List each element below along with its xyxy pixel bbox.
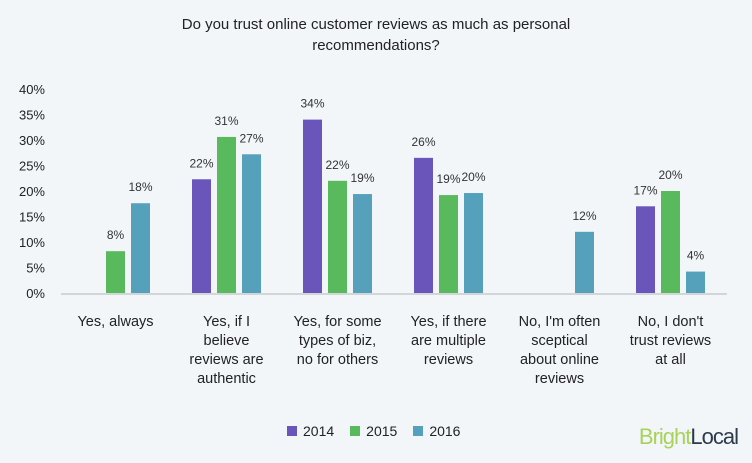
category-label: no for others (297, 352, 378, 368)
bar-2016 (464, 193, 483, 293)
category-label: No, I'm often (519, 314, 601, 330)
y-tick-label: 25% (19, 159, 45, 174)
category-label: Yes, if there (410, 314, 486, 330)
data-label: 12% (572, 209, 596, 223)
bar-2015 (217, 136, 236, 293)
category-label: trust reviews (630, 333, 711, 349)
category-label: reviews (424, 352, 473, 368)
legend: 2014 2015 2016 (287, 423, 460, 439)
y-tick-label: 15% (19, 210, 45, 225)
chart-title-line-1: Do you trust online customer reviews as … (181, 16, 571, 33)
bar-2015 (328, 180, 347, 293)
y-tick-label: 0% (26, 286, 45, 301)
legend-item-2015: 2015 (350, 423, 397, 439)
category-label: about online (520, 352, 599, 368)
category-label: Yes, for some (293, 314, 381, 330)
legend-item-2014: 2014 (287, 423, 334, 439)
y-tick-label: 10% (19, 235, 45, 250)
bar-2014 (303, 119, 322, 293)
logo-part-2: Local (690, 424, 739, 449)
legend-swatch (287, 426, 297, 436)
bar-2016 (353, 194, 372, 293)
data-label: 34% (300, 97, 324, 111)
legend-label: 2015 (366, 423, 398, 439)
data-label: 27% (239, 131, 263, 145)
category-label: reviews (535, 371, 584, 387)
category-label: reviews are (189, 352, 263, 368)
brightlocal-logo: BrightLocal (638, 424, 739, 450)
logo-part-1: Bright (638, 424, 691, 449)
bar-2015 (439, 195, 458, 293)
bar-2016 (242, 154, 261, 293)
data-label: 19% (436, 172, 460, 186)
data-label: 19% (350, 171, 374, 185)
data-label: 22% (189, 156, 213, 170)
bar-2014 (192, 179, 211, 293)
legend-swatch (413, 426, 424, 436)
chart-title-line-2: recommendations? (312, 37, 440, 54)
data-label: 31% (214, 114, 238, 128)
y-tick-label: 35% (19, 108, 45, 123)
data-label: 18% (128, 180, 152, 194)
bar-2016 (575, 231, 594, 293)
legend-label: 2014 (303, 423, 335, 439)
bar-2014 (414, 157, 433, 293)
legend-item-2016: 2016 (413, 423, 460, 439)
legend-swatch (350, 426, 361, 436)
category-label: at all (655, 352, 686, 368)
category-label: Yes, always (77, 314, 153, 330)
y-tick-label: 30% (19, 133, 45, 148)
bar-2014 (636, 206, 655, 293)
bar-2016 (686, 271, 705, 293)
legend-label: 2016 (429, 423, 461, 439)
chart-title: Do you trust online customer reviews as … (0, 14, 752, 56)
data-label: 20% (658, 168, 682, 182)
data-label: 22% (325, 158, 349, 172)
category-label: types of biz, (299, 333, 376, 349)
category-label: authentic (197, 371, 256, 387)
category-label: are multiple (411, 333, 486, 349)
category-label: sceptical (531, 333, 587, 349)
y-tick-label: 40% (19, 82, 45, 97)
data-label: 8% (107, 228, 125, 242)
bar-2016 (131, 203, 150, 293)
data-label: 26% (411, 135, 435, 149)
data-label: 20% (461, 170, 485, 184)
category-label: No, I don't (638, 314, 704, 330)
data-label: 4% (687, 249, 705, 263)
bar-2015 (106, 251, 125, 293)
category-label: Yes, if I (203, 314, 250, 330)
y-tick-label: 5% (26, 261, 45, 276)
y-tick-label: 20% (19, 184, 45, 199)
bar-2015 (661, 191, 680, 293)
category-label: believe (204, 333, 250, 349)
data-label: 17% (633, 183, 657, 197)
